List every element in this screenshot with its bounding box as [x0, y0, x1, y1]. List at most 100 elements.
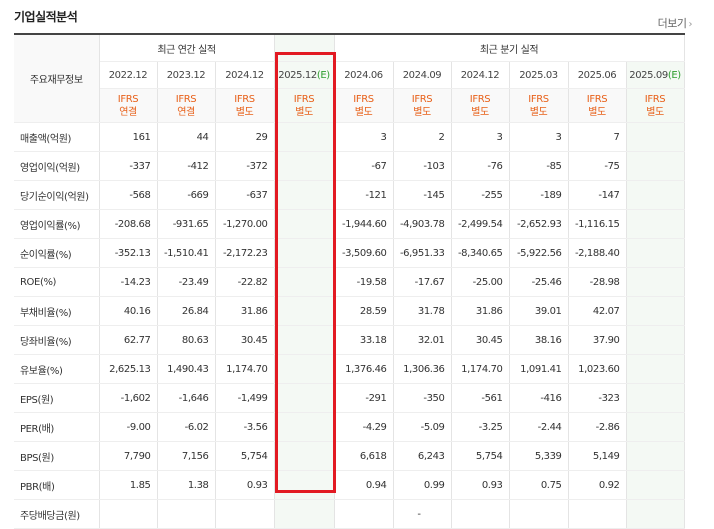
- table-cell: 1,023.60: [568, 354, 627, 384]
- basis-scope: 연결: [177, 106, 195, 118]
- table-cell: -1,646: [157, 383, 216, 413]
- table-cell: [274, 441, 335, 471]
- table-cell: [626, 209, 685, 239]
- table-cell: [626, 238, 685, 268]
- table-cell: -4.29: [334, 412, 394, 442]
- table-cell: -350: [393, 383, 452, 413]
- basis-header: IFRS 별도: [274, 88, 335, 123]
- table-cell: 3: [451, 122, 510, 152]
- table-cell: [274, 499, 335, 529]
- period-header: 2024.12: [215, 61, 275, 89]
- row-label: PBR(배): [14, 470, 100, 500]
- row-label: 유보율(%): [14, 354, 100, 384]
- table-cell: 5,754: [451, 441, 510, 471]
- table-cell: [626, 122, 685, 152]
- table-cell: [274, 209, 335, 239]
- table-cell: 3: [334, 122, 394, 152]
- table-cell: -2,188.40: [568, 238, 627, 268]
- basis-header: IFRS 연결: [99, 88, 158, 123]
- period-header: 2022.12: [99, 61, 158, 89]
- table-cell: -14.23: [99, 267, 158, 297]
- table-row: 순이익률(%) -352.13 -1,510.41 -2,172.23 -3,509.6…: [14, 238, 685, 268]
- table-cell: -2.44: [509, 412, 569, 442]
- row-label: 주당배당금(원): [14, 499, 100, 529]
- table-cell: -416: [509, 383, 569, 413]
- basis-header: IFRS 별도: [215, 88, 275, 123]
- table-cell: -75: [568, 151, 627, 181]
- table-cell: -1,602: [99, 383, 158, 413]
- table-cell: 7: [568, 122, 627, 152]
- table-cell: 29: [215, 122, 275, 152]
- table-cell: 42.07: [568, 296, 627, 326]
- table-row: 매출액(억원) 161 44 29 3 2 3 3 7: [14, 122, 685, 152]
- period-header: 2024.12: [451, 61, 510, 89]
- table-cell: [274, 151, 335, 181]
- table-cell: -9.00: [99, 412, 158, 442]
- table-cell: -189: [509, 180, 569, 210]
- table-cell: 62.77: [99, 325, 158, 355]
- more-label[interactable]: 더보기: [657, 17, 687, 30]
- table-cell: [274, 354, 335, 384]
- basis-scope: 별도: [235, 106, 254, 118]
- table-cell: 1,174.70: [451, 354, 510, 384]
- table-cell: [626, 354, 685, 384]
- basis-standard: IFRS: [234, 93, 255, 105]
- basis-standard: IFRS: [469, 93, 491, 105]
- section-title: 기업실적분석: [14, 10, 78, 24]
- table-cell: 5,754: [215, 441, 275, 471]
- table-cell: 1,306.36: [393, 354, 452, 384]
- table-cell: 1,174.70: [215, 354, 275, 384]
- table-cell: -412: [157, 151, 216, 181]
- table-cell: -337: [99, 151, 158, 181]
- table-cell: 1,091.41: [509, 354, 569, 384]
- table-cell: 0.93: [451, 470, 510, 500]
- table-row: BPS(원) 7,790 7,156 5,754 6,618 6,243 5,754 5,33…: [14, 441, 685, 471]
- table-cell: 0.75: [509, 470, 569, 500]
- table-row: 당좌비율(%) 62.77 80.63 30.45 33.18 32.01 30.45 38.…: [14, 325, 685, 355]
- row-label: ROE(%): [14, 267, 100, 297]
- table-cell: 5,339: [509, 441, 569, 471]
- basis-header: IFRS 별도: [626, 88, 685, 123]
- table-cell: -352.13: [99, 238, 158, 268]
- table-cell: 3: [509, 122, 569, 152]
- table-cell: 6,618: [334, 441, 394, 471]
- table-cell: [451, 499, 510, 529]
- table-cell: [274, 122, 335, 152]
- table-cell: 33.18: [334, 325, 394, 355]
- table-row: 유보율(%) 2,625.13 1,490.43 1,174.70 1,376.46 1,…: [14, 354, 685, 384]
- row-label: 순이익률(%): [14, 238, 100, 268]
- period-label: 2025.12: [278, 69, 317, 81]
- table-row: 주당배당금(원) -: [14, 499, 685, 529]
- table-cell: 37.90: [568, 325, 627, 355]
- table-cell: -372: [215, 151, 275, 181]
- table-cell: -5.09: [393, 412, 452, 442]
- table-cell: 1.38: [157, 470, 216, 500]
- table-cell: 32.01: [393, 325, 452, 355]
- table-cell: 30.45: [451, 325, 510, 355]
- table-cell: -8,340.65: [451, 238, 510, 268]
- table-cell: -291: [334, 383, 394, 413]
- basis-standard: IFRS: [117, 93, 139, 105]
- more-link[interactable]: 더보기 ›: [657, 15, 693, 31]
- financial-table: 주요재무정보 최근 연간 실적 최근 분기 실적 2022.12 2023.12 2…: [14, 33, 685, 529]
- table-cell: -25.46: [509, 267, 569, 297]
- row-label: 당좌비율(%): [14, 325, 100, 355]
- table-cell: [626, 151, 685, 181]
- table-row: PER(배) -9.00 -6.02 -3.56 -4.29 -5.09 -3.25 -2.4…: [14, 412, 685, 442]
- basis-standard: IFRS: [644, 93, 666, 105]
- table-cell: -669: [157, 180, 216, 210]
- basis-scope: 별도: [646, 106, 664, 118]
- basis-scope: 별도: [354, 106, 373, 118]
- row-label: 매출액(억원): [14, 122, 100, 152]
- table-cell: -2,499.54: [451, 209, 510, 239]
- table-cell: 40.16: [99, 296, 158, 326]
- row-label: BPS(원): [14, 441, 100, 471]
- basis-header: IFRS 별도: [393, 88, 452, 123]
- table-cell: [274, 238, 335, 268]
- period-label: 2024.06: [344, 69, 383, 81]
- table-cell: [626, 180, 685, 210]
- table-row: 부채비율(%) 40.16 26.84 31.86 28.59 31.78 31.86 39.…: [14, 296, 685, 326]
- table-cell: [626, 470, 685, 500]
- table-cell: 31.86: [215, 296, 275, 326]
- table-cell: -208.68: [99, 209, 158, 239]
